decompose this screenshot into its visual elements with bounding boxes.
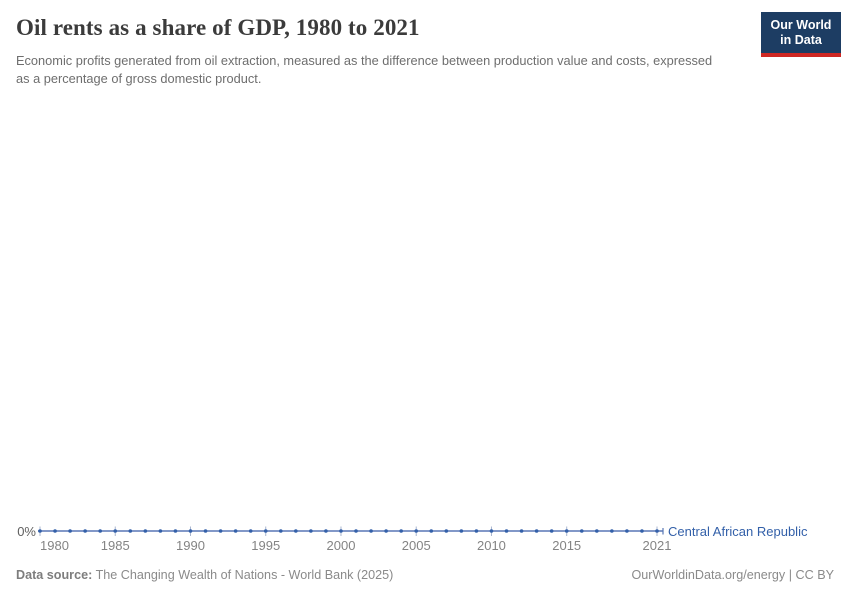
data-point[interactable] [143,529,148,533]
chart-title: Oil rents as a share of GDP, 1980 to 202… [16,15,420,40]
data-point[interactable] [489,529,494,533]
x-tick-label: 2021 [642,538,672,553]
line-chart-svg[interactable] [0,500,850,562]
series-label[interactable]: Central African Republic [668,524,808,539]
data-point[interactable] [595,529,599,533]
data-point[interactable] [625,529,629,533]
owid-logo-line1: Our World [770,17,832,32]
data-point[interactable] [339,529,343,533]
data-point[interactable] [414,529,419,533]
data-point[interactable] [655,529,659,533]
x-tick-label: 2010 [476,538,506,553]
data-point[interactable] [504,529,509,533]
plot-area: 0% 1980 1985 1990 1995 2000 2005 2010 2015 2021 … [0,500,850,562]
data-point[interactable] [38,529,42,533]
x-axis: 1980 1985 1990 1995 2000 2005 2010 2015 2021 [0,538,850,554]
y-axis-label: 0% [17,524,36,539]
data-point[interactable] [610,529,614,533]
data-point[interactable] [534,529,539,533]
x-tick-label: 1990 [176,538,205,553]
data-point[interactable] [294,529,298,533]
data-point[interactable] [549,529,554,533]
data-point[interactable] [188,529,193,533]
data-point[interactable] [83,529,87,533]
data-point[interactable] [579,529,584,533]
data-point[interactable] [384,529,388,533]
data-point[interactable] [474,529,479,533]
data-point[interactable] [128,529,133,533]
data-point[interactable] [324,529,328,533]
chart-subtitle: Economic profits generated from oil extr… [16,53,713,86]
data-point[interactable] [113,529,118,533]
data-point[interactable] [218,529,223,533]
data-source-text: The Changing Wealth of Nations - World B… [95,568,394,582]
data-point[interactable] [203,529,208,533]
data-point[interactable] [158,529,163,533]
x-tick-label: 2005 [401,538,431,553]
data-point[interactable] [278,529,283,533]
data-point[interactable] [354,529,358,533]
data-point[interactable] [429,529,434,533]
data-source-label: Data source: [16,568,93,582]
x-tick-label: 2000 [326,538,356,553]
data-point[interactable] [640,529,644,533]
data-point[interactable] [519,529,524,533]
data-point[interactable] [233,529,238,533]
data-point[interactable] [263,529,268,533]
data-point[interactable] [459,529,464,533]
license-credit: OurWorldinData.org/energy | CC BY [631,568,834,582]
data-point[interactable] [309,529,313,533]
owid-logo-line2: in Data [780,32,822,47]
x-tick-label: 1995 [251,538,281,553]
data-source: Data source: The Changing Wealth of Nati… [16,568,393,582]
data-point[interactable] [68,529,72,533]
data-point[interactable] [248,529,253,533]
x-tick-label: 1985 [100,538,130,553]
data-point[interactable] [53,529,57,533]
chart-footer: Data source: The Changing Wealth of Nati… [16,568,834,582]
owid-logo[interactable]: Our World in Data [761,12,841,57]
data-point[interactable] [564,529,569,533]
data-point[interactable] [98,529,102,533]
x-tick-label: 1980 [40,538,69,553]
data-point[interactable] [369,529,373,533]
data-point[interactable] [173,529,178,533]
x-tick-label: 2015 [552,538,582,553]
data-point[interactable] [444,529,449,533]
data-point[interactable] [399,529,403,533]
